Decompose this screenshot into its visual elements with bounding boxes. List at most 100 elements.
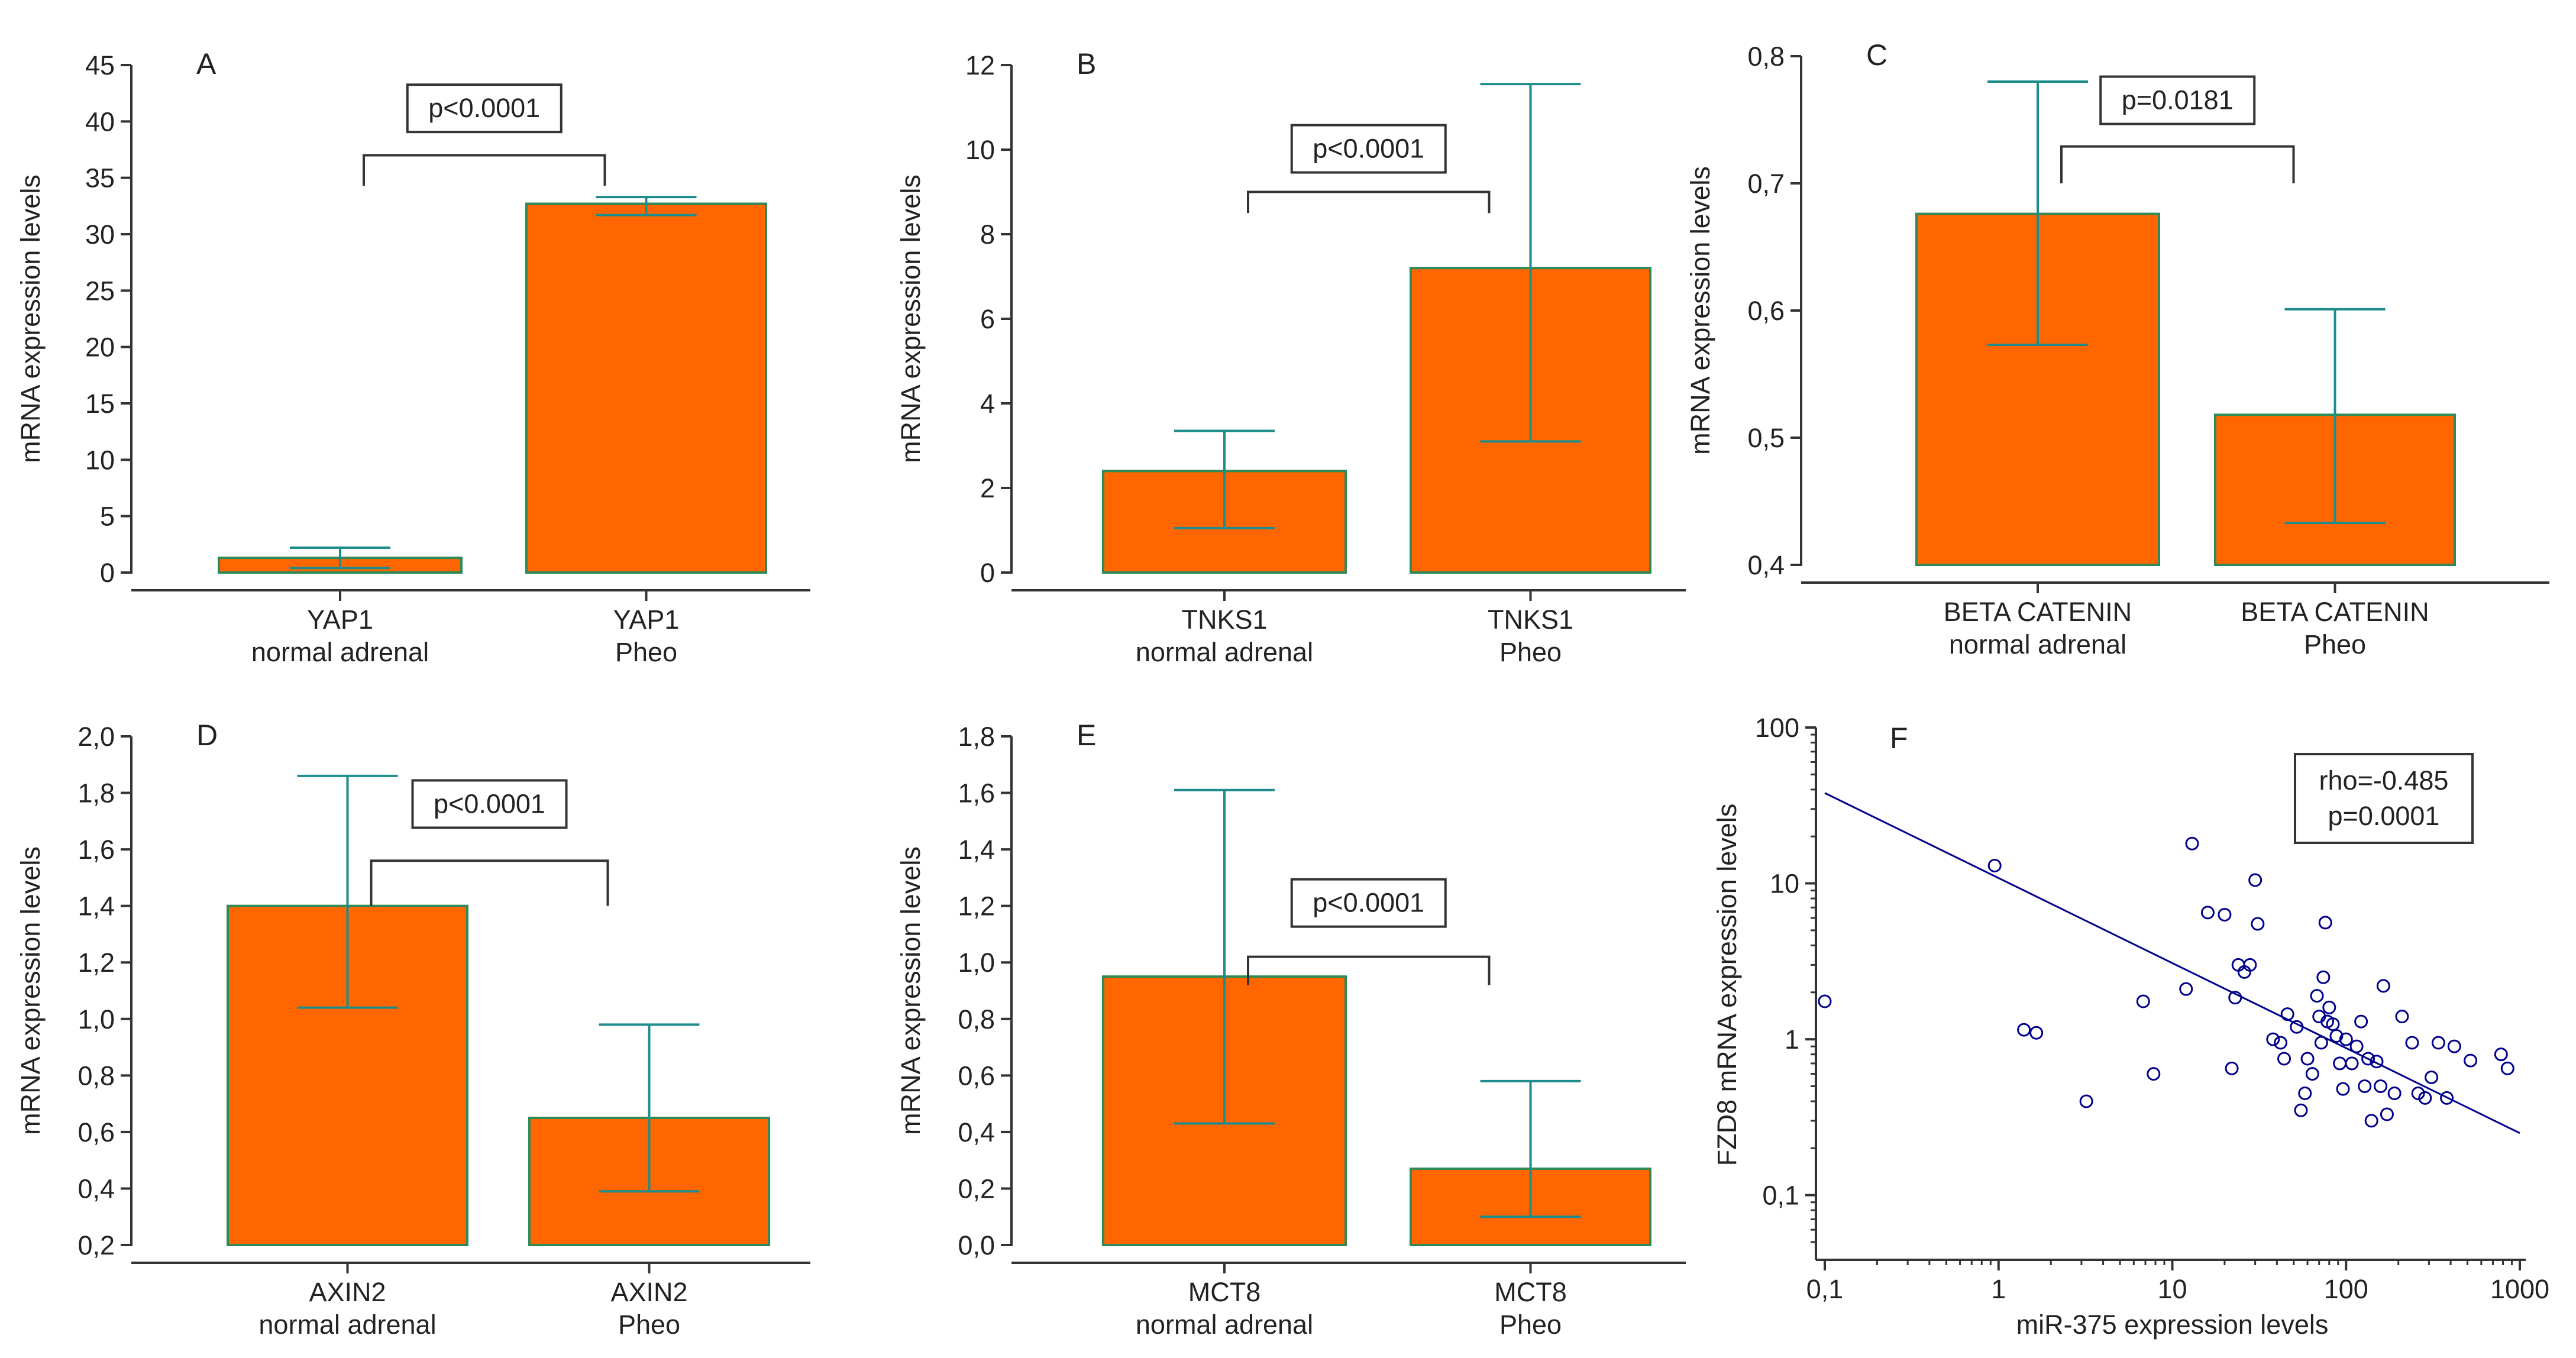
scatter-point bbox=[2447, 1039, 2461, 1053]
y-tick-label: 1 bbox=[1785, 1024, 1799, 1055]
x-tick-label: 10 bbox=[2157, 1274, 2187, 1304]
bar bbox=[227, 904, 468, 1246]
y-tick-label: 0,5 bbox=[1747, 423, 1785, 453]
y-tick-label: 0,8 bbox=[958, 1004, 995, 1034]
scatter-point bbox=[2339, 1032, 2353, 1046]
scatter-point bbox=[2440, 1091, 2454, 1105]
scatter-point bbox=[2316, 970, 2331, 984]
scatter-point bbox=[2218, 907, 2232, 922]
correlation-box bbox=[2294, 753, 2474, 844]
y-tick-label: 0,4 bbox=[77, 1173, 115, 1204]
significance-bracket bbox=[1247, 955, 1491, 985]
panel-label: A bbox=[196, 47, 216, 80]
scatter-point bbox=[2314, 1036, 2328, 1050]
significance-bracket bbox=[363, 154, 606, 186]
y-tick-label: 1,6 bbox=[77, 835, 115, 865]
correlation-p: p=0.0001 bbox=[2328, 801, 2440, 831]
category-sublabel: Pheo bbox=[615, 637, 677, 667]
scatter-point bbox=[2280, 1007, 2294, 1021]
scatter-point bbox=[2017, 1023, 2031, 1037]
category-label: TNKS1 bbox=[1181, 604, 1267, 635]
p-value-label: p<0.0001 bbox=[1313, 134, 1424, 164]
scatter-point bbox=[2380, 1107, 2394, 1121]
correlation-rho: rho=-0.485 bbox=[2319, 765, 2449, 796]
scatter-point bbox=[2318, 916, 2332, 930]
y-axis-label: mRNA expression levels bbox=[896, 846, 926, 1135]
scatter-point bbox=[2298, 1087, 2312, 1101]
scatter-point bbox=[2326, 1017, 2340, 1032]
scatter-point bbox=[2358, 1079, 2372, 1093]
x-tick-label: 1 bbox=[1991, 1274, 2006, 1304]
p-value-box bbox=[406, 83, 563, 134]
y-tick-label: 1,4 bbox=[958, 835, 995, 865]
panel-c: 0,4 0,5 0,6 0,7 0,8 mRNA expression levels C BE… bbox=[1685, 38, 2549, 659]
scatter-point bbox=[2248, 873, 2263, 887]
y-tick-label: 1,2 bbox=[958, 891, 995, 922]
scatter-point bbox=[2500, 1061, 2514, 1075]
category-sublabel: normal adrenal bbox=[258, 1310, 436, 1340]
p-value-box bbox=[2099, 75, 2256, 125]
scatter-point bbox=[2370, 1055, 2384, 1069]
y-tick-label: 0,2 bbox=[77, 1230, 115, 1260]
y-tick-label: 25 bbox=[85, 276, 115, 306]
y-tick-label: 8 bbox=[980, 219, 995, 250]
scatter-point bbox=[2431, 1036, 2445, 1050]
scatter-point bbox=[2228, 991, 2242, 1005]
y-axis-label: mRNA expression levels bbox=[896, 174, 926, 463]
p-value-box bbox=[411, 779, 568, 829]
category-sublabel: Pheo bbox=[1499, 1310, 1562, 1340]
y-tick-label: 20 bbox=[85, 332, 115, 363]
y-tick-label: 0,6 bbox=[1747, 296, 1785, 326]
scatter-point bbox=[1818, 994, 1832, 1008]
category-label: TNKS1 bbox=[1488, 604, 1573, 635]
category-sublabel: normal adrenal bbox=[1949, 629, 2126, 659]
y-tick-label: 12 bbox=[965, 50, 995, 80]
y-tick-label: 35 bbox=[85, 163, 115, 193]
scatter-point bbox=[2336, 1082, 2350, 1096]
p-value-label: p<0.0001 bbox=[428, 93, 540, 123]
x-tick-label: 0,1 bbox=[1806, 1274, 1844, 1304]
y-tick-label: 0 bbox=[980, 558, 995, 588]
y-tick-label: 0,4 bbox=[958, 1117, 995, 1147]
y-tick-label: 6 bbox=[980, 304, 995, 334]
p-value-label: p<0.0001 bbox=[434, 788, 545, 819]
y-tick-label: 10 bbox=[85, 445, 115, 475]
category-label: YAP1 bbox=[613, 604, 680, 635]
y-tick-label: 0,8 bbox=[77, 1060, 115, 1091]
scatter-point bbox=[2364, 1114, 2378, 1128]
significance-bracket bbox=[370, 859, 609, 906]
y-tick-label: 0,7 bbox=[1747, 169, 1785, 199]
scatter-point bbox=[2411, 1087, 2425, 1101]
panel-a: 0 5 10 15 20 25 30 35 40 45 mRNA expression levels… bbox=[15, 47, 810, 667]
y-tick-label: 1,4 bbox=[77, 891, 115, 922]
scatter-point bbox=[2305, 1067, 2319, 1081]
scatter-point bbox=[2425, 1070, 2439, 1084]
scatter-point bbox=[2179, 982, 2193, 996]
y-tick-label: 30 bbox=[85, 219, 115, 250]
scatter-point bbox=[2395, 1010, 2409, 1024]
scatter-point bbox=[2310, 989, 2324, 1003]
scatter-point bbox=[1987, 859, 2002, 873]
category-sublabel: Pheo bbox=[618, 1310, 680, 1340]
category-label: BETA CATENIN bbox=[2241, 597, 2429, 627]
panel-label: F bbox=[1890, 722, 1908, 755]
y-tick-label: 40 bbox=[85, 106, 115, 137]
scatter-point bbox=[2361, 1052, 2375, 1066]
scatter-point bbox=[2300, 1052, 2315, 1066]
scatter-point bbox=[2029, 1026, 2044, 1040]
scatter-point bbox=[2494, 1047, 2508, 1062]
y-tick-label: 1,0 bbox=[77, 1004, 115, 1034]
category-sublabel: normal adrenal bbox=[1136, 1310, 1313, 1340]
scatter-point bbox=[2418, 1091, 2432, 1105]
panel-d: 0,2 0,4 0,6 0,8 1,0 1,2 1,4 1,6 1,8 2,0 mRNA expre… bbox=[15, 719, 810, 1340]
scatter-point bbox=[2290, 1020, 2304, 1034]
panel-label: B bbox=[1077, 47, 1096, 80]
category-label: YAP1 bbox=[307, 604, 373, 635]
y-tick-label: 1,8 bbox=[958, 722, 995, 752]
y-tick-label: 45 bbox=[85, 50, 115, 80]
scatter-point bbox=[2322, 1000, 2336, 1014]
category-sublabel: Pheo bbox=[2304, 629, 2366, 659]
y-tick-label: 0,2 bbox=[958, 1173, 995, 1204]
scatter-point bbox=[2354, 1014, 2368, 1029]
